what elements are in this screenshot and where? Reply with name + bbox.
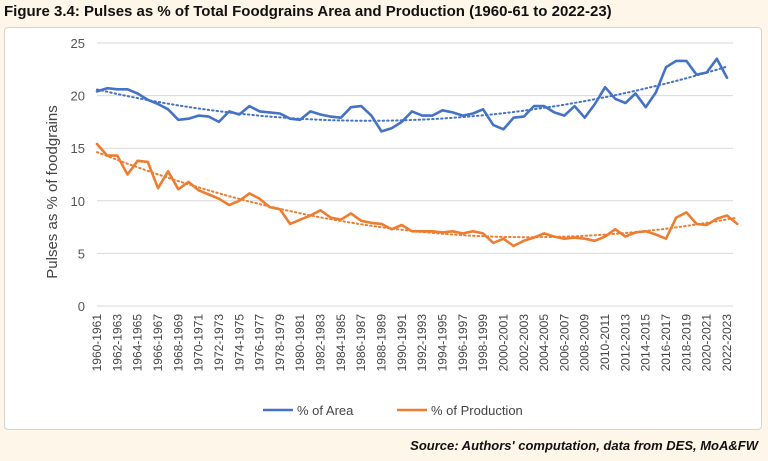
x-tick-label: 1990-1991 xyxy=(395,314,409,372)
x-tick-label: 1962-1963 xyxy=(110,314,124,372)
x-tick-label: 1970-1971 xyxy=(192,314,206,372)
x-tick-label: 2000-2001 xyxy=(496,314,510,372)
x-tick-label: 1964-1965 xyxy=(131,314,145,372)
y-tick-label: 0 xyxy=(78,299,85,314)
trend-line-production xyxy=(96,151,739,239)
x-tick-label: 1966-1967 xyxy=(151,314,165,372)
trend-lines xyxy=(96,65,739,239)
x-tick-label: 2010-2011 xyxy=(598,314,612,371)
x-tick-label: 1998-1999 xyxy=(476,314,490,372)
source-note: Source: Authors' computation, data from … xyxy=(410,438,758,453)
x-tick-label: 1992-1993 xyxy=(415,314,429,372)
y-tick-label: 10 xyxy=(71,194,85,209)
x-tick-label: 2020-2021 xyxy=(700,314,714,372)
x-tick-label: 2012-2013 xyxy=(618,314,632,372)
x-tick-label: 2004-2005 xyxy=(537,314,551,372)
series-lines xyxy=(95,57,739,248)
x-tick-label: 1960-1961 xyxy=(90,314,104,372)
figure-title: Figure 3.4: Pulses as % of Total Foodgra… xyxy=(4,3,612,20)
x-tick-label: 1978-1979 xyxy=(273,314,287,372)
legend: % of Area % of Production xyxy=(263,403,523,418)
x-tick-label: 1976-1977 xyxy=(253,314,267,372)
y-tick-label: 15 xyxy=(71,141,85,156)
x-tick-label: 1974-1975 xyxy=(232,314,246,372)
gridlines xyxy=(97,42,733,307)
y-axis-label: Pulses as % of foodgrains xyxy=(44,105,61,278)
x-tick-label: 1982-1983 xyxy=(314,314,328,372)
x-tick-label: 1968-1969 xyxy=(171,314,185,372)
x-axis-ticks: 1960-1961 1962-1963 1964-1965 1966-1967 1968… xyxy=(90,314,734,372)
y-tick-label: 20 xyxy=(71,89,85,104)
x-tick-label: 2016-2017 xyxy=(659,314,673,372)
y-tick-label: 25 xyxy=(71,36,85,51)
series-line-area xyxy=(95,57,729,133)
line-chart: 0 5 10 15 20 25 Pulses as % of foodgrains 196… xyxy=(44,36,739,418)
x-tick-label: 1980-1981 xyxy=(293,314,307,372)
x-tick-label: 2018-2019 xyxy=(679,314,693,372)
x-tick-label: 2014-2015 xyxy=(639,314,653,372)
x-tick-label: 1986-1987 xyxy=(354,314,368,372)
x-tick-label: 1988-1989 xyxy=(375,314,389,372)
x-tick-label: 2002-2003 xyxy=(517,314,531,372)
x-tick-label: 2008-2009 xyxy=(578,314,592,372)
y-tick-label: 5 xyxy=(78,246,85,261)
y-axis-ticks: 0 5 10 15 20 25 xyxy=(71,36,85,314)
legend-label-area: % of Area xyxy=(297,403,354,418)
x-tick-label: 1994-1995 xyxy=(435,314,449,372)
trend-line-area xyxy=(96,65,728,122)
x-tick-label: 1996-1997 xyxy=(456,314,470,372)
x-tick-label: 2022-2023 xyxy=(720,314,734,372)
legend-label-production: % of Production xyxy=(431,403,523,418)
x-tick-label: 1972-1973 xyxy=(212,314,226,372)
x-tick-label: 1984-1985 xyxy=(334,314,348,372)
chart-area: 0 5 10 15 20 25 Pulses as % of foodgrains 196… xyxy=(4,27,762,430)
x-tick-label: 2006-2007 xyxy=(557,314,571,372)
